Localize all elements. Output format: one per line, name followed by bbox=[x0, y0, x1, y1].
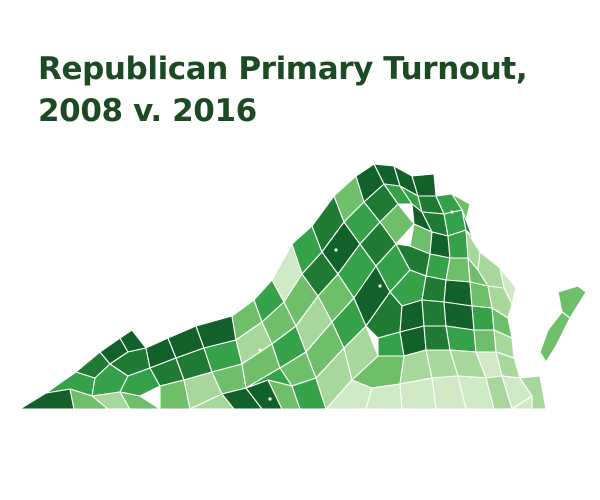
county bbox=[399, 377, 437, 410]
county bbox=[421, 299, 447, 327]
county bbox=[421, 275, 447, 303]
map-title-line-1: Republican Primary Turnout, bbox=[38, 51, 528, 87]
county bbox=[487, 285, 513, 319]
city-marker bbox=[268, 397, 272, 401]
city-marker bbox=[450, 210, 454, 214]
city-marker bbox=[378, 284, 382, 288]
county bbox=[471, 305, 495, 331]
map-title: Republican Primary Turnout, 2008 v. 2016 bbox=[38, 48, 578, 132]
county bbox=[443, 301, 475, 331]
county bbox=[119, 391, 161, 410]
county bbox=[445, 257, 471, 283]
county bbox=[445, 325, 477, 353]
county bbox=[511, 395, 533, 410]
county bbox=[473, 329, 497, 353]
city-marker bbox=[258, 348, 262, 352]
county-layer bbox=[19, 163, 587, 410]
map-title-line-2: 2008 v. 2016 bbox=[38, 93, 257, 129]
county bbox=[519, 375, 547, 410]
city-marker bbox=[334, 248, 338, 252]
county bbox=[539, 311, 571, 363]
independent-city-markers bbox=[258, 210, 454, 401]
county bbox=[557, 285, 587, 319]
